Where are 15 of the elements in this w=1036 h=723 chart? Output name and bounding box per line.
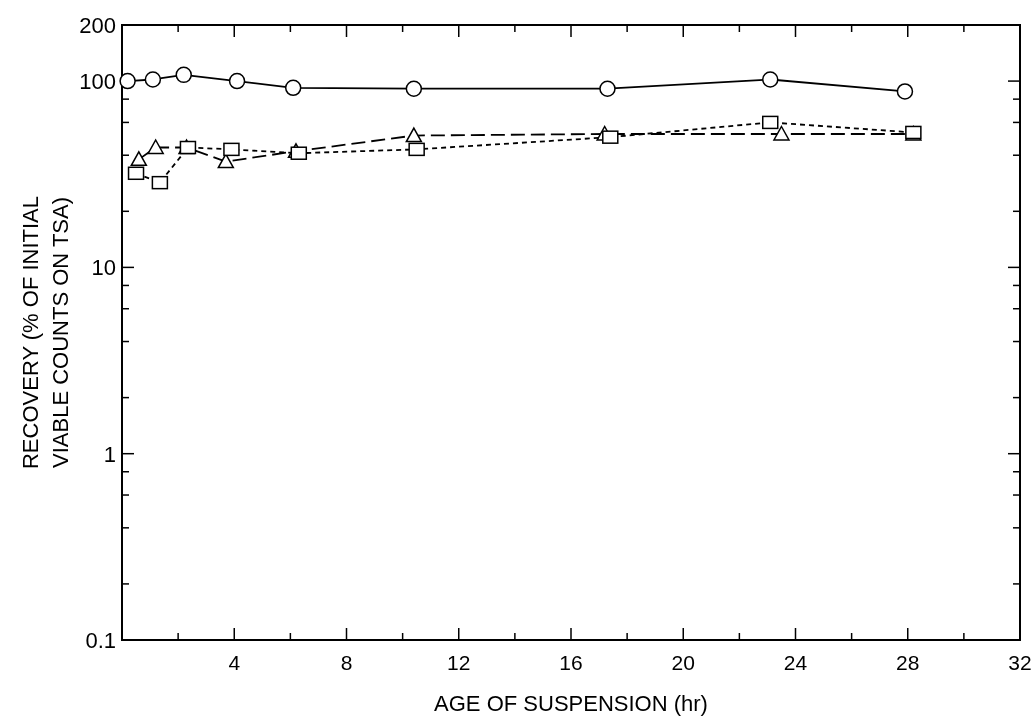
y-axis-title: RECOVERY (% OF INITIAL VIABLE COUNTS ON TSA): [18, 195, 73, 470]
x-tick-label: 20: [671, 651, 695, 674]
x-tick-label: 12: [447, 651, 471, 674]
x-tick-label: 28: [896, 651, 920, 674]
x-tick-label: 4: [228, 651, 241, 674]
y-tick-label: 0.1: [85, 628, 116, 653]
x-tick-label: 32: [1008, 651, 1032, 674]
x-axis-title: AGE OF SUSPENSION (hr): [434, 691, 708, 716]
x-tick-label: 16: [559, 651, 583, 674]
y-tick-label: 1: [103, 441, 116, 467]
y-tick-label: 100: [79, 69, 116, 95]
x-tick-label: 8: [340, 651, 353, 674]
y-tick-label: 200: [79, 13, 116, 38]
y-tick-label: 10: [91, 255, 116, 281]
x-tick-label: 24: [783, 651, 808, 674]
